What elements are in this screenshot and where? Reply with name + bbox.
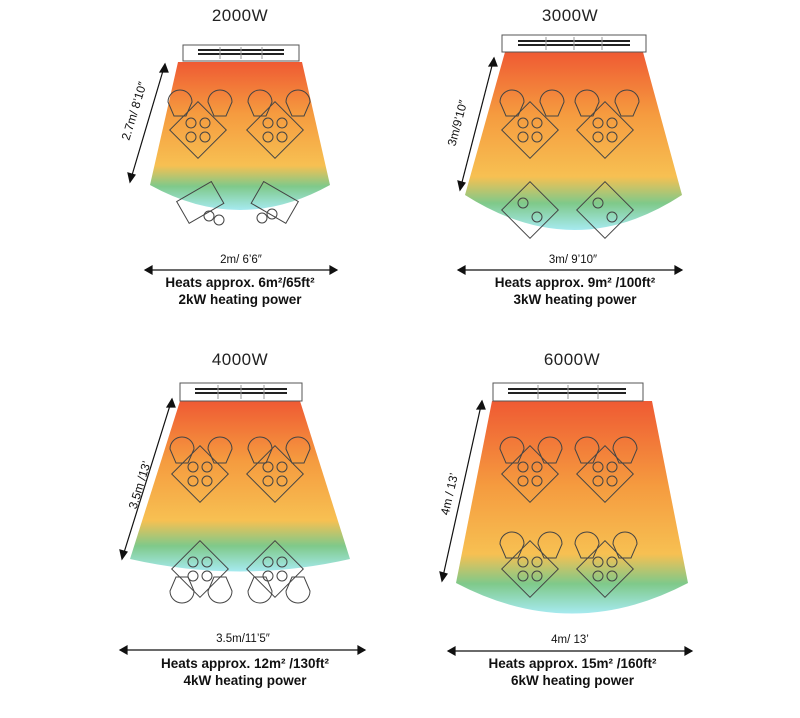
table-group: [167, 89, 311, 226]
heating-power-text: 2kW heating power: [178, 292, 302, 307]
panel-3000w: 3000W: [400, 0, 800, 359]
wattage-title: 2000W: [211, 6, 269, 25]
heats-area-text: Heats approx. 6m²/65ft²: [165, 275, 315, 290]
width-label: 3.5m/11’5″: [216, 633, 270, 645]
heat-zone: [130, 401, 350, 572]
table-group: [499, 436, 638, 598]
width-dimension-arrow: [446, 645, 694, 657]
heater-unit: [501, 34, 647, 53]
width-dimension-arrow: [456, 264, 684, 276]
heating-power-text: 3kW heating power: [513, 292, 637, 307]
panel-4000w: 4000W: [0, 350, 400, 718]
heat-zone: [465, 52, 682, 230]
table-group: [169, 436, 311, 604]
heater-unit: [179, 382, 303, 402]
heats-area-text: Heats approx. 9m² /100ft²: [494, 275, 656, 290]
heater-unit: [492, 382, 644, 402]
width-label: 2m/ 6’6″: [220, 254, 262, 266]
panel-2000w: 2000W: [0, 0, 400, 359]
heats-area-text: Heats approx. 15m² /160ft²: [488, 656, 657, 671]
wattage-title: 3000W: [541, 6, 599, 25]
heating-power-text: 6kW heating power: [510, 673, 635, 688]
width-dimension-arrow: [118, 644, 367, 656]
height-dimension-arrow: [457, 56, 498, 192]
wattage-title: 4000W: [211, 350, 269, 369]
heats-area-text: Heats approx. 12m² /130ft²: [160, 656, 330, 671]
table-group: [499, 89, 640, 239]
heat-zone: [456, 401, 688, 614]
width-dimension-arrow: [143, 264, 339, 276]
height-dimension-arrow: [119, 397, 176, 561]
width-label: 3m/ 9’10″: [548, 254, 598, 266]
heat-diagram-6000w: [439, 382, 694, 657]
width-label: 4m/ 13’: [551, 634, 589, 646]
panel-6000w: 6000W: [400, 350, 800, 718]
height-dimension-arrow: [439, 399, 486, 583]
height-dimension-arrow: [127, 62, 169, 184]
heat-zone: [150, 62, 330, 210]
heating-power-text: 4kW heating power: [183, 673, 307, 688]
heater-unit: [182, 44, 300, 62]
heat-diagram-4000w: [118, 382, 367, 656]
heat-diagram-2000w: [127, 44, 339, 276]
wattage-title: 6000W: [543, 350, 601, 369]
heat-diagram-3000w: [456, 34, 684, 276]
